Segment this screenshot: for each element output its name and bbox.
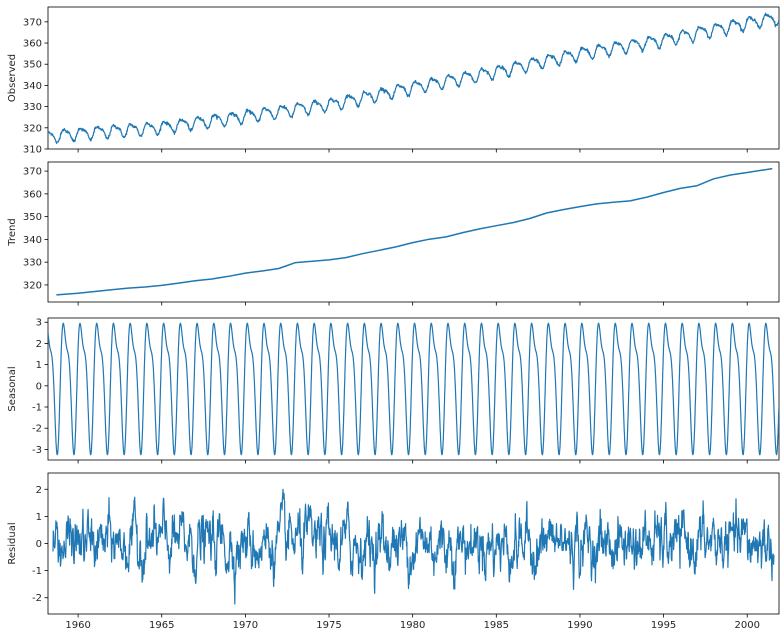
y-tick-label: 1 bbox=[36, 512, 42, 523]
y-tick-label: 310 bbox=[23, 145, 42, 156]
y-tick-label: 3 bbox=[36, 318, 42, 329]
y-tick-label: 370 bbox=[23, 17, 42, 28]
residual-panel: -2 -1 0 1 2 1960 1965 1970 1975 1980 1985 1990 1995 2… bbox=[7, 472, 780, 631]
y-tick-label: 350 bbox=[23, 212, 42, 223]
x-tick-label: 1980 bbox=[400, 620, 425, 631]
y-tick-label: 360 bbox=[23, 189, 42, 200]
x-tick-label: 1990 bbox=[567, 620, 592, 631]
series-line bbox=[56, 167, 773, 296]
y-tick-label: 0 bbox=[36, 539, 42, 550]
observed-panel: 310 320 330 340 350 360 370 Observed bbox=[7, 6, 780, 156]
y-tick-label: 340 bbox=[23, 235, 42, 246]
x-tick-label: 1985 bbox=[484, 620, 509, 631]
x-tick-label: 2000 bbox=[734, 620, 759, 631]
trend-panel: 320 330 340 350 360 370 Trend bbox=[7, 161, 780, 306]
axes-frame bbox=[47, 161, 780, 303]
y-tick-label: -2 bbox=[32, 593, 42, 604]
y-tick-label: 370 bbox=[23, 167, 42, 178]
axes-frame bbox=[47, 6, 780, 150]
y-tick-label: 2 bbox=[36, 485, 42, 496]
series-line bbox=[48, 322, 779, 456]
y-tick-label: -2 bbox=[32, 424, 42, 435]
x-tick-label: 1995 bbox=[651, 620, 676, 631]
y-tick-label: 320 bbox=[23, 123, 42, 134]
y-tick-label: 350 bbox=[23, 60, 42, 71]
series-line bbox=[48, 12, 779, 145]
x-tick-label: 1970 bbox=[233, 620, 258, 631]
y-tick-label: 330 bbox=[23, 258, 42, 269]
y-tick-label: 320 bbox=[23, 280, 42, 291]
y-tick-label: -1 bbox=[32, 566, 42, 577]
y-tick-label: -1 bbox=[32, 403, 42, 414]
y-axis-label: Seasonal bbox=[7, 366, 18, 411]
x-tick-label: 1960 bbox=[65, 620, 90, 631]
y-tick-label: 1 bbox=[36, 360, 42, 371]
y-tick-label: 330 bbox=[23, 102, 42, 113]
y-tick-label: -3 bbox=[32, 445, 42, 456]
y-axis-label: Trend bbox=[7, 218, 18, 246]
seasonal-panel: -3 -2 -1 0 1 2 3 Seasonal bbox=[7, 317, 780, 464]
y-tick-label: 360 bbox=[23, 39, 42, 50]
y-tick-label: 0 bbox=[36, 381, 42, 392]
series-line bbox=[52, 488, 775, 605]
y-axis-label: Residual bbox=[7, 522, 18, 564]
x-tick-label: 1975 bbox=[316, 620, 341, 631]
y-tick-label: 340 bbox=[23, 81, 42, 92]
y-axis-label: Observed bbox=[7, 54, 18, 102]
x-tick-label: 1965 bbox=[149, 620, 174, 631]
axes-frame bbox=[47, 317, 780, 461]
y-tick-label: 2 bbox=[36, 339, 42, 350]
